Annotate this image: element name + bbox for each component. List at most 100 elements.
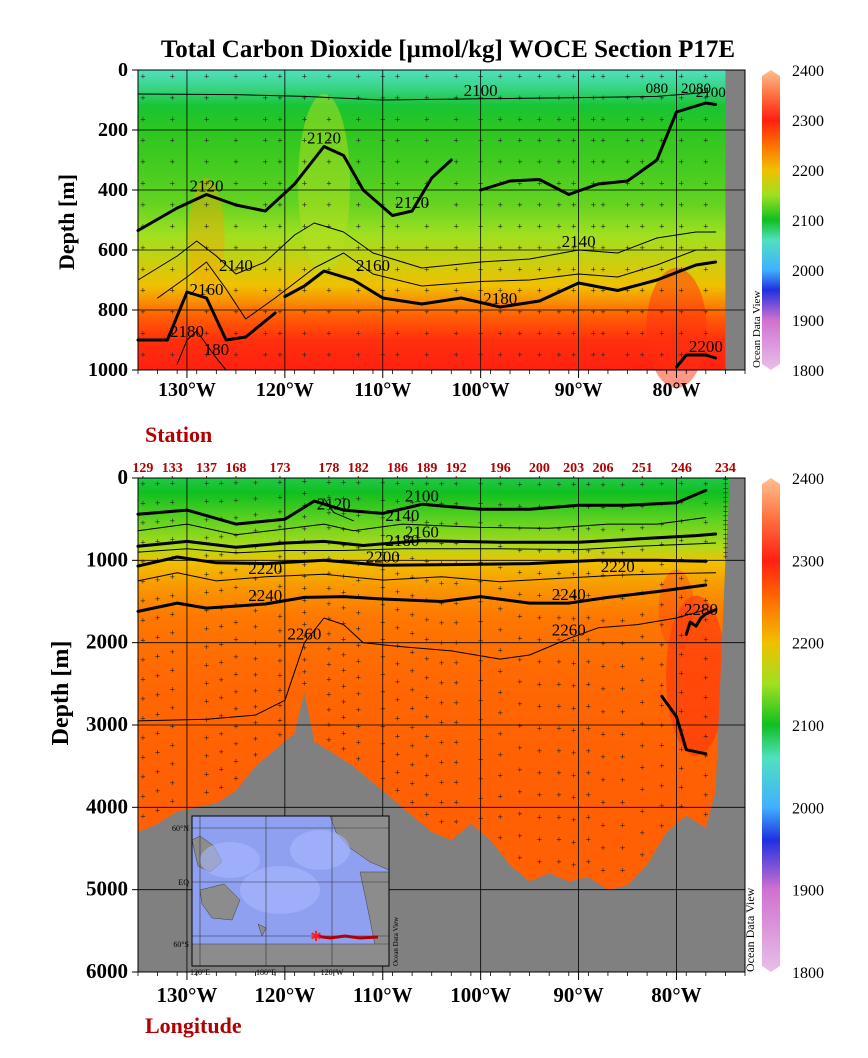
sample-mark: + bbox=[169, 741, 175, 749]
sample-mark: + bbox=[277, 716, 283, 724]
station-label: 234 bbox=[715, 461, 736, 476]
colorbar-tick-label: 1800 bbox=[792, 965, 824, 982]
contour-label: 2180 bbox=[170, 322, 204, 341]
sample-mark: + bbox=[233, 566, 239, 574]
sample-mark: + bbox=[326, 615, 332, 623]
sample-mark: + bbox=[326, 330, 332, 338]
sample-mark: + bbox=[424, 308, 430, 316]
sample-mark: + bbox=[326, 72, 332, 80]
colorbar-tick-label: 2200 bbox=[792, 163, 824, 180]
sample-mark: + bbox=[556, 158, 562, 166]
sample-mark: + bbox=[204, 479, 210, 487]
sample-mark: + bbox=[233, 94, 239, 102]
x-tick-label: 120°W bbox=[254, 983, 315, 1007]
sample-mark: + bbox=[659, 762, 665, 770]
sample-mark: + bbox=[409, 536, 415, 544]
sample-mark: + bbox=[536, 180, 542, 188]
sample-mark: + bbox=[439, 778, 445, 786]
inset-map: ✱ 60°N EQ 60°S 120°E 180°E 120°W Ocean Data Vie… bbox=[172, 815, 400, 977]
sample-mark: + bbox=[497, 137, 503, 145]
sample-mark: + bbox=[277, 308, 283, 316]
sample-mark: + bbox=[590, 72, 596, 80]
sample-mark: + bbox=[659, 742, 665, 750]
coast-land bbox=[725, 70, 745, 370]
sample-mark: + bbox=[233, 670, 239, 678]
sample-mark: + bbox=[620, 526, 626, 534]
sample-mark: + bbox=[620, 640, 626, 648]
sample-mark: + bbox=[262, 265, 268, 273]
sample-mark: + bbox=[140, 656, 146, 664]
sample-mark: + bbox=[625, 201, 631, 209]
tco2-field bbox=[138, 70, 745, 370]
sample-mark: + bbox=[639, 611, 645, 619]
sample-mark: + bbox=[262, 180, 268, 188]
sample-mark: + bbox=[497, 647, 503, 655]
sample-mark: + bbox=[571, 838, 577, 846]
sample-mark: + bbox=[395, 265, 401, 273]
y-tick-label: 800 bbox=[98, 299, 128, 321]
sample-mark: + bbox=[395, 534, 401, 542]
sample-mark: + bbox=[517, 265, 523, 273]
sample-mark: + bbox=[703, 330, 709, 338]
sample-mark: + bbox=[703, 265, 709, 273]
sample-mark: + bbox=[326, 509, 332, 517]
inset-cruise-track bbox=[315, 934, 379, 940]
sample-mark: + bbox=[620, 730, 626, 738]
inset-lat-label: 60°N bbox=[172, 824, 189, 833]
sample-mark: + bbox=[140, 558, 146, 566]
sample-mark: + bbox=[204, 752, 210, 760]
sample-mark: + bbox=[556, 725, 562, 733]
sample-mark: + bbox=[571, 72, 577, 80]
sample-mark: + bbox=[395, 714, 401, 722]
sample-mark: + bbox=[722, 517, 728, 525]
x-tick-label: 130°W bbox=[158, 379, 216, 401]
sample-mark: + bbox=[625, 265, 631, 273]
sample-mark: + bbox=[277, 523, 283, 531]
contour-2140 bbox=[137, 222, 717, 281]
sample-mark: + bbox=[424, 694, 430, 702]
contour-2280 bbox=[660, 694, 708, 756]
sample-mark: + bbox=[453, 137, 459, 145]
sample-mark: + bbox=[169, 498, 175, 506]
sample-mark: + bbox=[424, 351, 430, 359]
sample-mark: + bbox=[277, 158, 283, 166]
sample-mark: + bbox=[517, 481, 523, 489]
sample-mark: + bbox=[233, 479, 239, 487]
sample-mark: + bbox=[424, 222, 430, 230]
sample-mark: + bbox=[277, 72, 283, 80]
sample-mark: + bbox=[169, 287, 175, 295]
sample-mark: + bbox=[625, 72, 631, 80]
sample-mark: + bbox=[722, 521, 728, 529]
sample-mark: + bbox=[639, 546, 645, 554]
sample-mark: + bbox=[453, 308, 459, 316]
sample-mark: + bbox=[585, 503, 591, 511]
sample-mark: + bbox=[590, 351, 596, 359]
sample-mark: + bbox=[409, 555, 415, 563]
sample-mark: + bbox=[517, 766, 523, 774]
sample-mark: + bbox=[722, 535, 728, 543]
sample-mark: + bbox=[536, 769, 542, 777]
sample-mark: + bbox=[556, 265, 562, 273]
sample-mark: + bbox=[453, 659, 459, 667]
sample-mark: + bbox=[253, 527, 259, 535]
sample-mark: + bbox=[326, 660, 332, 668]
x-tick-label: 110°W bbox=[354, 379, 411, 401]
station-label: 129 bbox=[132, 461, 153, 476]
sample-mark: + bbox=[722, 526, 728, 534]
sample-mark: + bbox=[169, 308, 175, 316]
sample-mark: + bbox=[277, 627, 283, 635]
sample-mark: + bbox=[536, 201, 542, 209]
sample-mark: + bbox=[517, 832, 523, 840]
sample-mark: + bbox=[600, 844, 606, 852]
sample-mark: + bbox=[639, 764, 645, 772]
sample-mark: + bbox=[155, 537, 161, 545]
sample-mark: + bbox=[277, 642, 283, 650]
sample-mark: + bbox=[556, 525, 562, 533]
sample-mark: + bbox=[301, 656, 307, 664]
sample-mark: + bbox=[140, 137, 146, 145]
sample-mark: + bbox=[497, 605, 503, 613]
contour-label: 180 bbox=[204, 340, 230, 359]
y-tick-label: 4000 bbox=[86, 794, 128, 818]
sample-mark: + bbox=[277, 583, 283, 591]
sample-mark: + bbox=[497, 834, 503, 842]
